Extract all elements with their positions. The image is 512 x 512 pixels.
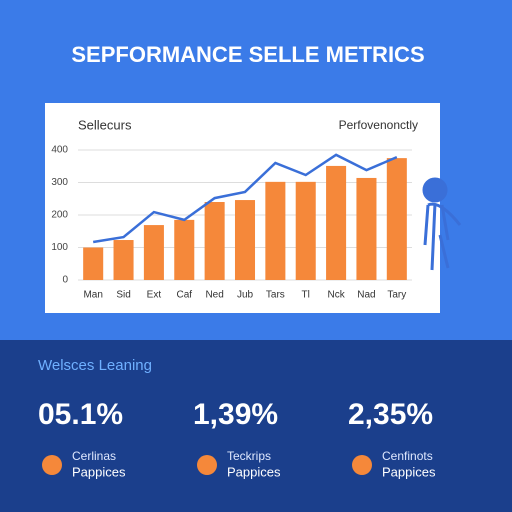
x-tick-label: Sid	[116, 290, 130, 301]
x-tick-label: Jub	[237, 290, 254, 301]
bar	[83, 247, 104, 280]
page-title: SEPFORMANCE SELLE METRICS	[71, 42, 424, 67]
bar	[386, 158, 407, 280]
stat-label: Pappices	[382, 464, 436, 479]
bar	[143, 225, 164, 280]
stat-label: Pappices	[227, 464, 281, 479]
bar	[356, 177, 377, 280]
section-title: Welsces Leaning	[38, 357, 152, 374]
x-tick-label: Nck	[327, 290, 345, 301]
bar	[326, 165, 347, 280]
bar	[265, 181, 286, 280]
chart-title: Sellecurs	[78, 117, 132, 132]
stat-label: Cerlinas	[72, 449, 116, 463]
y-tick-label: 200	[51, 210, 68, 221]
line	[92, 153, 398, 244]
x-tick-label: Tary	[387, 290, 406, 301]
x-tick-label: Ext	[147, 290, 162, 301]
bar	[234, 200, 256, 280]
bar	[174, 219, 195, 280]
stat-value: 1,39%	[193, 398, 278, 431]
stat-label: Pappices	[72, 464, 126, 479]
stat-label: Teckrips	[227, 449, 271, 463]
y-tick-label: 0	[62, 275, 68, 286]
x-tick-label: Tl	[302, 290, 310, 301]
person-icon	[422, 177, 462, 271]
x-tick-label: Caf	[176, 290, 192, 301]
x-tick-label: Tars	[266, 290, 285, 301]
x-tick-label: Man	[83, 290, 102, 301]
y-tick-label: 100	[51, 242, 68, 253]
stat-label: Cenfinots	[382, 449, 433, 463]
bar	[295, 181, 316, 280]
x-tick-label: Nad	[357, 290, 375, 301]
stat-value: 2,35%	[348, 398, 433, 431]
bottom-background	[0, 340, 512, 512]
y-tick-label: 300	[51, 177, 68, 188]
bar	[204, 202, 225, 280]
stat-dot	[42, 455, 62, 475]
chart-subtitle: Perfovenonctly	[339, 118, 418, 132]
x-tick-label: Ned	[205, 290, 223, 301]
stat-dot	[352, 455, 372, 475]
stat-dot	[197, 455, 217, 475]
y-tick-label: 400	[51, 145, 68, 156]
stat-value: 05.1%	[38, 398, 123, 431]
bar	[113, 240, 134, 280]
